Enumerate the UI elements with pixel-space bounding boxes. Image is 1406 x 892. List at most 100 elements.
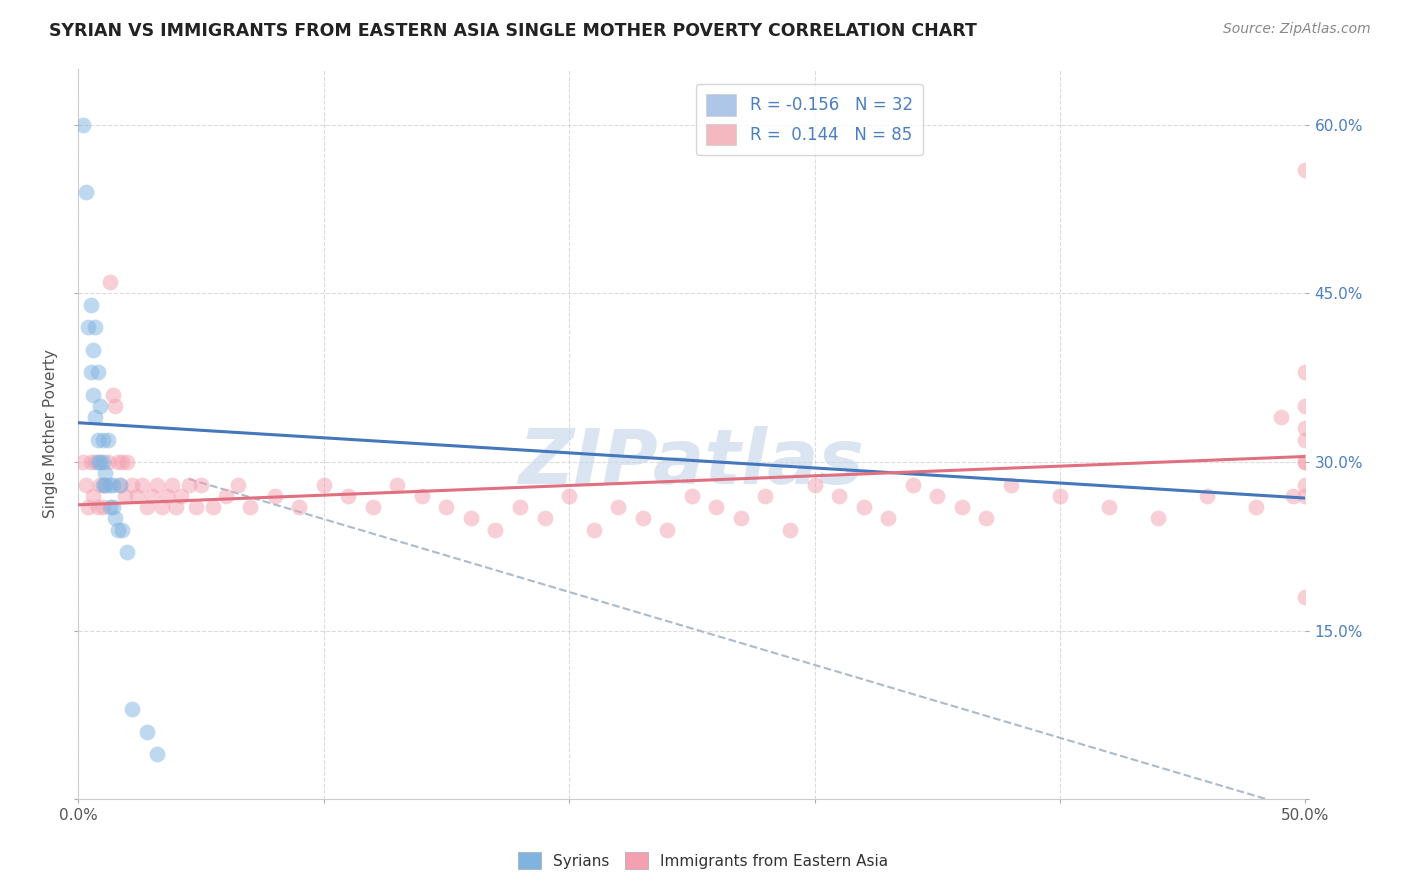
Point: [72, 118, 94, 132]
Point: [730, 511, 752, 525]
Point: [75, 477, 97, 491]
Point: [263, 489, 285, 503]
Point: [97, 433, 120, 447]
Point: [1294, 162, 1316, 177]
Point: [1270, 410, 1292, 425]
Point: [104, 399, 127, 413]
Point: [121, 477, 143, 491]
Text: SYRIAN VS IMMIGRANTS FROM EASTERN ASIA SINGLE MOTHER POVERTY CORRELATION CHART: SYRIAN VS IMMIGRANTS FROM EASTERN ASIA S…: [49, 22, 977, 40]
Point: [170, 489, 193, 503]
Point: [877, 511, 900, 525]
Point: [98, 500, 121, 514]
Point: [509, 500, 531, 514]
Point: [101, 387, 124, 401]
Point: [89, 455, 111, 469]
Point: [202, 500, 225, 514]
Point: [127, 489, 149, 503]
Point: [98, 477, 121, 491]
Point: [754, 489, 776, 503]
Point: [91, 500, 114, 514]
Point: [114, 489, 136, 503]
Point: [87, 455, 110, 469]
Point: [155, 489, 177, 503]
Point: [927, 489, 949, 503]
Point: [107, 455, 129, 469]
Point: [104, 511, 127, 525]
Point: [98, 275, 121, 289]
Point: [94, 467, 117, 481]
Point: [852, 500, 875, 514]
Point: [177, 477, 200, 491]
Point: [77, 320, 100, 334]
Point: [82, 343, 104, 357]
Point: [214, 489, 236, 503]
Point: [150, 500, 173, 514]
Point: [75, 185, 97, 199]
Point: [136, 725, 159, 739]
Point: [631, 511, 654, 525]
Point: [607, 500, 630, 514]
Point: [141, 489, 163, 503]
Point: [79, 365, 101, 379]
Point: [89, 477, 111, 491]
Point: [681, 489, 703, 503]
Point: [117, 545, 139, 559]
Point: [226, 477, 249, 491]
Point: [460, 511, 482, 525]
Point: [107, 523, 129, 537]
Point: [828, 489, 851, 503]
Point: [121, 702, 143, 716]
Point: [1246, 500, 1268, 514]
Point: [89, 399, 111, 413]
Point: [91, 477, 114, 491]
Point: [1294, 433, 1316, 447]
Point: [79, 455, 101, 469]
Point: [108, 477, 131, 491]
Point: [136, 500, 159, 514]
Point: [82, 387, 104, 401]
Point: [91, 433, 114, 447]
Point: [484, 523, 506, 537]
Point: [1294, 455, 1316, 469]
Point: [146, 477, 169, 491]
Point: [288, 500, 311, 514]
Point: [1049, 489, 1071, 503]
Point: [111, 455, 134, 469]
Point: [84, 410, 107, 425]
Point: [77, 500, 100, 514]
Y-axis label: Single Mother Poverty: Single Mother Poverty: [44, 350, 58, 518]
Point: [1147, 511, 1170, 525]
Point: [704, 500, 727, 514]
Point: [1294, 590, 1316, 604]
Point: [1098, 500, 1121, 514]
Point: [72, 455, 94, 469]
Point: [1294, 365, 1316, 379]
Point: [1000, 477, 1022, 491]
Point: [239, 500, 262, 514]
Point: [1294, 421, 1316, 435]
Point: [582, 523, 605, 537]
Point: [950, 500, 973, 514]
Point: [190, 477, 212, 491]
Point: [779, 523, 801, 537]
Point: [1282, 489, 1305, 503]
Point: [1294, 455, 1316, 469]
Point: [160, 477, 183, 491]
Point: [97, 455, 120, 469]
Point: [117, 455, 139, 469]
Point: [87, 365, 110, 379]
Legend: R = -0.156   N = 32, R =  0.144   N = 85: R = -0.156 N = 32, R = 0.144 N = 85: [696, 84, 922, 155]
Point: [84, 320, 107, 334]
Point: [1294, 477, 1316, 491]
Point: [533, 511, 555, 525]
Point: [94, 477, 117, 491]
Point: [361, 500, 384, 514]
Point: [131, 477, 153, 491]
Point: [82, 489, 104, 503]
Point: [84, 455, 107, 469]
Point: [312, 477, 335, 491]
Point: [108, 477, 131, 491]
Point: [1294, 399, 1316, 413]
Point: [657, 523, 679, 537]
Point: [1294, 489, 1316, 503]
